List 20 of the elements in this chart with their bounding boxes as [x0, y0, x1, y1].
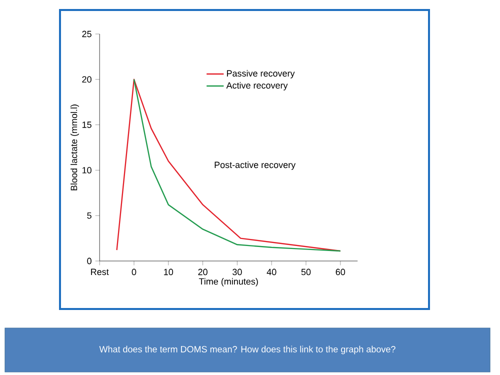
text: What does the term DOMS mean? How does this link to the graph above? [99, 346, 396, 354]
y-tick-label: 20 [82, 76, 92, 83]
y-tick-label: 10 [82, 167, 92, 174]
y-tick-label: 15 [82, 122, 92, 128]
y-tick-label: 25 [82, 30, 92, 38]
x-axis-title: Time (minutes) [198, 278, 258, 286]
x-tick-label: 10 [164, 268, 174, 276]
legend-label: Passive recovery [227, 70, 295, 78]
y-tick-label: 0 [87, 258, 92, 264]
y-tick-label: 5 [87, 212, 92, 219]
legend-label: Active recovery [226, 82, 288, 90]
x-tick-label: 0 [132, 268, 136, 276]
y-axis-title: Blood lactate (mmol.l) [70, 104, 79, 190]
x-tick-label: 60 [336, 268, 346, 276]
x-tick-label: 20 [198, 268, 208, 276]
x-tick-label: 30 [232, 268, 242, 276]
annotation: Post-active recovery [214, 161, 296, 170]
x-tick-label: Rest [91, 268, 109, 276]
x-tick-label: 40 [266, 268, 276, 276]
x-tick-label: 50 [301, 268, 311, 276]
